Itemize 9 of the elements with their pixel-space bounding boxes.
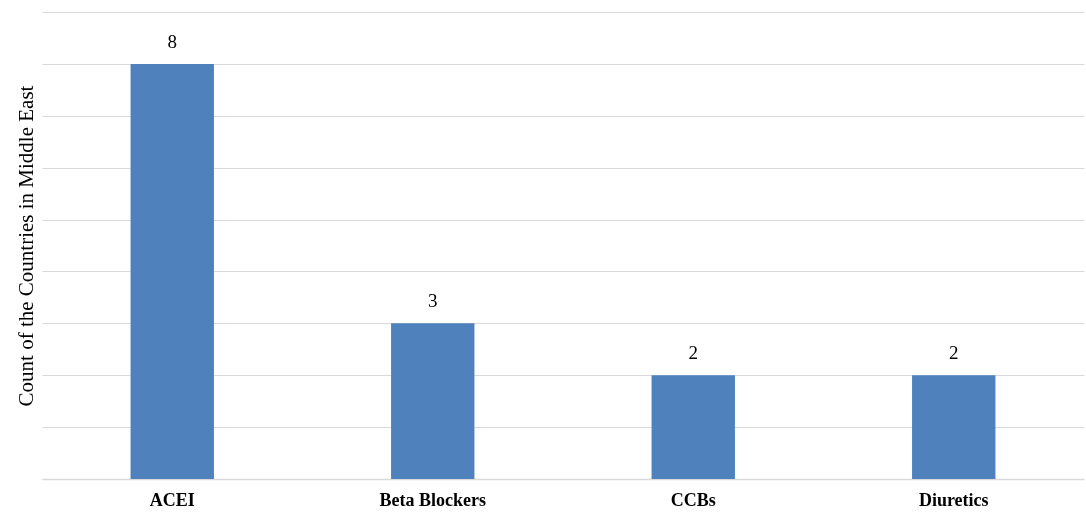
x-tick-label: Beta Blockers	[379, 489, 486, 510]
data-label: 3	[428, 290, 438, 312]
data-label: 8	[167, 30, 177, 52]
data-label: 2	[949, 342, 959, 364]
y-axis-title: Count of the Countries in Middle East	[13, 85, 38, 407]
x-tick-label: CCBs	[670, 489, 716, 510]
data-label: 2	[688, 342, 698, 364]
x-tick-label: ACEI	[149, 489, 195, 510]
x-tick-label: Diuretics	[918, 489, 989, 510]
